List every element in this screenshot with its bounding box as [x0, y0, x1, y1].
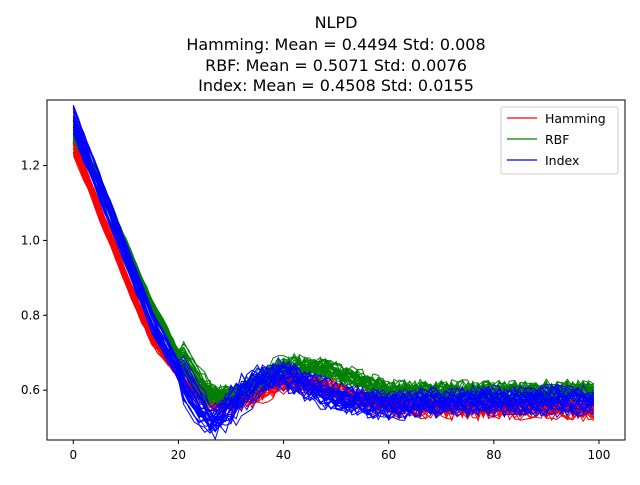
series-rbf-run-line: [72, 138, 595, 409]
y-tick-label: 0.8: [21, 308, 40, 322]
y-tick-label: 0.6: [21, 383, 40, 397]
x-tick-label: 40: [276, 448, 291, 462]
chart-subtitle-line-3: Index: Mean = 0.4508 Std: 0.0155: [198, 76, 474, 95]
legend-label-rbf: RBF: [545, 132, 569, 147]
axes-layer: 0 20 40 60 80 100 0.6 0.8 1.0 1.2: [21, 159, 611, 462]
series-lines-layer: [72, 104, 595, 441]
legend: Hamming RBF Index: [500, 106, 619, 175]
chart-title: NLPD: [315, 13, 358, 32]
x-tick-label: 0: [69, 448, 77, 462]
y-tick-label: 1.2: [21, 159, 40, 173]
legend-label-hamming: Hamming: [545, 111, 606, 126]
series-rbf-run-line: [72, 134, 595, 403]
series-index-run-line: [72, 129, 594, 433]
legend-label-index: Index: [545, 153, 579, 168]
series-hamming-run-line: [72, 152, 594, 421]
series-rbf-run-line: [72, 130, 595, 404]
legend-box: [500, 106, 619, 175]
x-tick-label: 20: [171, 448, 186, 462]
series-rbf-run-line: [72, 135, 595, 407]
chart-subtitle-line-1: Hamming: Mean = 0.4494 Std: 0.008: [186, 35, 485, 54]
series-hamming-run-line: [72, 147, 594, 418]
x-tick-label: 80: [486, 448, 501, 462]
x-tick-label: 60: [381, 448, 396, 462]
series-rbf-run-line: [72, 135, 595, 408]
series-index-run-line: [72, 116, 595, 419]
x-tick-label: 100: [588, 448, 611, 462]
series-index-run-line: [72, 133, 594, 441]
plot-frame: [46, 99, 626, 441]
series-index-run-line: [72, 117, 594, 426]
y-tick-label: 1.0: [21, 233, 40, 247]
series-index-run-line: [72, 107, 594, 413]
series-index: [72, 104, 595, 441]
chart-subtitle-line-2: RBF: Mean = 0.5071 Std: 0.0076: [205, 56, 467, 75]
